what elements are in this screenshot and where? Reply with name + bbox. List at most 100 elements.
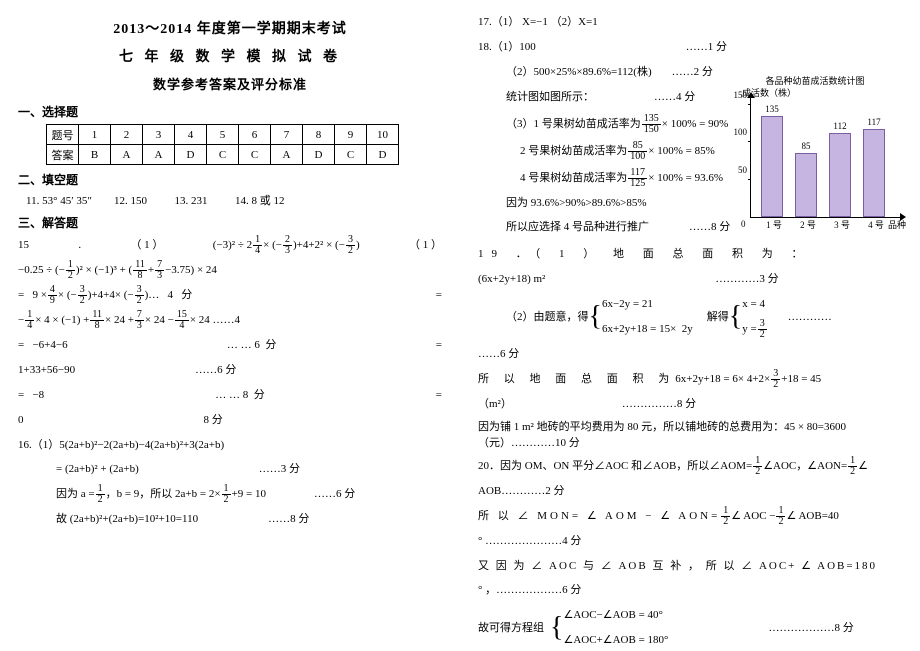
expr: = 9 × bbox=[18, 285, 47, 306]
section-fill: 二、填空题 bbox=[18, 171, 442, 188]
frac: 118 bbox=[133, 260, 147, 281]
td: A bbox=[111, 145, 143, 165]
table-row: 答案 B A A D C C A D C D bbox=[47, 145, 399, 165]
q20-l6: ° ，………………6 分 bbox=[478, 580, 902, 601]
expr: （2）由题意，得 bbox=[506, 307, 589, 328]
frac: 135150 bbox=[642, 114, 661, 135]
expr: )+4+2² × (− bbox=[293, 235, 345, 256]
score: …………3 分 bbox=[715, 269, 778, 290]
expr: × 24 ……4 bbox=[190, 310, 240, 331]
expr: × 4 × (−1) + bbox=[35, 310, 89, 331]
q20-l7: 故可得方程组 { ∠AOC−∠AOB = 40° ∠AOC+∠AOB = 180… bbox=[478, 605, 902, 651]
q11: 11. 53° 45′ 35″ bbox=[26, 195, 92, 207]
bar-label: 135 bbox=[759, 104, 785, 114]
xlabel: 3 号 bbox=[829, 218, 855, 231]
frac: 32 bbox=[78, 285, 87, 306]
q20-l3: 所 以 ∠ MON= ∠ AOM − ∠ AON= 12 ∠ AOC − 12 … bbox=[478, 506, 902, 527]
ytick: 50 bbox=[729, 165, 747, 175]
q20-l2: AOB…………2 分 bbox=[478, 481, 902, 502]
score: ……6 分 bbox=[314, 484, 355, 505]
q19-l1: (6x+2y+18) m² …………3 分 bbox=[478, 269, 902, 290]
frac: 73 bbox=[135, 310, 144, 331]
q20-l5: 又 因 为 ∠ AOC 与 ∠ AOB 互 补 ， 所 以 ∠ AOC+ ∠ A… bbox=[478, 556, 902, 577]
bar bbox=[863, 129, 885, 217]
ytick: 150 bbox=[729, 90, 747, 100]
bar-label: 112 bbox=[827, 121, 853, 131]
frac: 32 bbox=[346, 235, 355, 256]
right-column: 17.（1） X=−1 （2）X=1 18.（1）100 ……1 分 （2）50… bbox=[460, 0, 920, 637]
expr: 4 号果树幼苗成活率为 bbox=[520, 168, 627, 189]
table-row: 题号 1 2 3 4 5 6 7 8 9 10 bbox=[47, 125, 399, 145]
chart-xlabel: 品种 bbox=[888, 218, 906, 231]
score: （ 1 ） bbox=[409, 235, 442, 256]
score: ………… bbox=[788, 307, 832, 328]
td: 答案 bbox=[47, 145, 79, 165]
frac: 12 bbox=[721, 506, 730, 527]
th: 8 bbox=[303, 125, 335, 145]
frac: 12 bbox=[222, 484, 231, 505]
frac: 117125 bbox=[628, 168, 647, 189]
score: ……4 分 bbox=[654, 87, 695, 108]
section-choice: 一、选择题 bbox=[18, 103, 442, 120]
td: A bbox=[143, 145, 175, 165]
expr: )+4+4× (− bbox=[88, 285, 134, 306]
eq: y = bbox=[742, 319, 756, 340]
expr: × (− bbox=[263, 235, 282, 256]
expr: )² × (−1)³ + ( bbox=[76, 260, 132, 281]
q-part: （ 1 ） bbox=[130, 235, 163, 256]
expr: 2 号果树幼苗成活率为 bbox=[520, 141, 627, 162]
bar bbox=[761, 116, 783, 217]
frac: 49 bbox=[48, 285, 57, 306]
bar-label: 117 bbox=[861, 117, 887, 127]
fill-answers: 11. 53° 45′ 35″ 12. 150 13. 231 14. 8 或 … bbox=[26, 192, 442, 208]
q19-l5: （m²） ……………8 分 bbox=[478, 394, 902, 415]
expr: × 24 + bbox=[105, 310, 134, 331]
exam-answer-sheet: 2013～2014 年度第一学期期末考试 七 年 级 数 学 模 拟 试 卷 数… bbox=[0, 0, 920, 637]
expr: （m²） bbox=[478, 394, 512, 415]
q20-l1: 20．因为 OM、ON 平分∠AOC 和∠AOB，所以∠AOM= 12 ∠AOC… bbox=[478, 456, 902, 477]
expr: × 100% = 85% bbox=[648, 141, 714, 162]
eq: = bbox=[436, 285, 442, 306]
q15-line3: = 9 × 49 × (− 32 )+4+4× (− 32 )… 4 分 = bbox=[18, 285, 442, 306]
score: ……3 分 bbox=[259, 459, 300, 480]
expr: 6x+2y+18 = 6× 4+2× bbox=[675, 369, 770, 390]
brace-group: { x = 4 y = 32 bbox=[729, 294, 768, 340]
ytick-mark bbox=[748, 104, 751, 105]
expr: × 24 − bbox=[145, 310, 174, 331]
td: A bbox=[271, 145, 303, 165]
q18-l1: 18.（1）100 ……1 分 bbox=[478, 37, 902, 58]
frac: 23 bbox=[283, 235, 292, 256]
score: ………………8 分 bbox=[768, 618, 853, 639]
q15-line2: −0.25 ÷ (− 12 )² × (−1)³ + ( 118 + 73 −3… bbox=[18, 260, 442, 281]
title-line-2: 七 年 级 数 学 模 拟 试 卷 bbox=[18, 46, 442, 66]
td: C bbox=[239, 145, 271, 165]
expr: 统计图如图所示： bbox=[506, 87, 594, 108]
eq: ∠AOC+∠AOB = 180° bbox=[563, 630, 668, 651]
th: 1 bbox=[79, 125, 111, 145]
score: ……2 分 bbox=[672, 62, 713, 83]
frac: 12 bbox=[66, 260, 75, 281]
expr: = (2a+b)² + (2a+b) bbox=[56, 459, 139, 480]
q15-line6: 1+33+56−90 ……6 分 bbox=[18, 360, 442, 381]
q19-head: 19 ．（ 1 ） 地 面 总 面 积 为 ： bbox=[478, 244, 902, 265]
expr: − bbox=[18, 310, 24, 331]
expr: + bbox=[148, 260, 154, 281]
expr: )… 4 分 bbox=[145, 285, 193, 306]
title-line-1: 2013～2014 年度第一学期期末考试 bbox=[18, 18, 442, 38]
frac: 14 bbox=[25, 310, 34, 331]
th: 10 bbox=[367, 125, 399, 145]
q15-header: 15 . （ 1 ） (−3)² ÷ 2 14 × (− 23 )+4+2² ×… bbox=[18, 235, 442, 256]
frac: 12 bbox=[96, 484, 105, 505]
q15-line7: = −8 … … 8 分 = bbox=[18, 385, 442, 406]
th: 6 bbox=[239, 125, 271, 145]
td: D bbox=[175, 145, 207, 165]
frac: 85100 bbox=[628, 141, 647, 162]
q-num: 15 bbox=[18, 235, 29, 256]
expr: 所以应选择 4 号品种进行推广 bbox=[506, 217, 649, 238]
expr: +9 = 10 bbox=[232, 484, 266, 505]
expr: = −8 bbox=[18, 385, 44, 406]
expr: 20．因为 OM、ON 平分∠AOC 和∠AOB，所以∠AOM= bbox=[478, 456, 752, 477]
th: 9 bbox=[335, 125, 367, 145]
score: ……8 分 bbox=[268, 509, 309, 530]
frac: 12 bbox=[776, 506, 785, 527]
